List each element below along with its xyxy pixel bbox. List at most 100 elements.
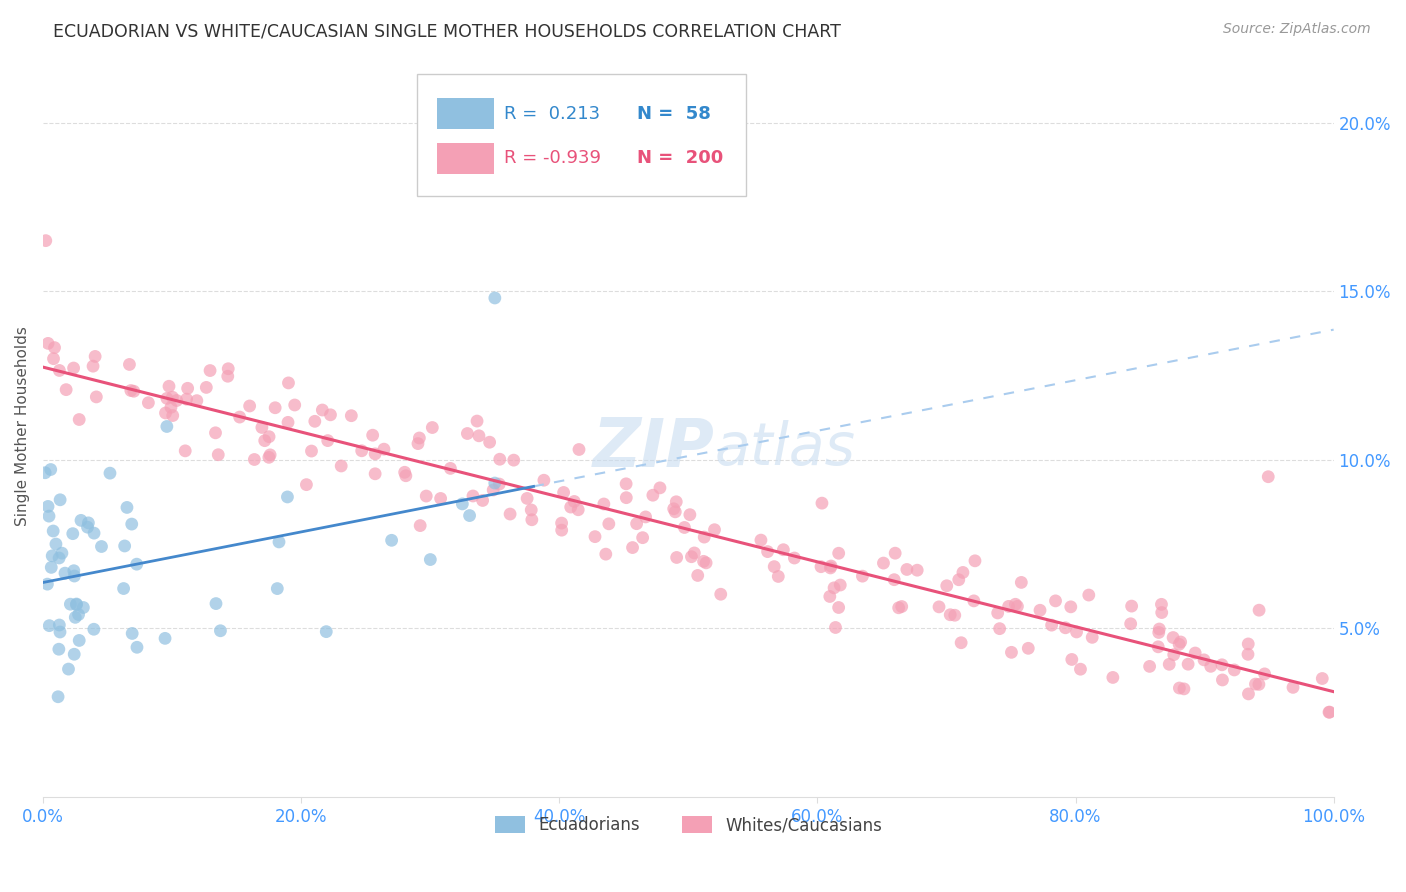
Point (176, 392, 198, 406)
Text: ECUADORIAN VS WHITE/CAUCASIAN SINGLE MOTHER HOUSEHOLDS CORRELATION CHART: ECUADORIAN VS WHITE/CAUCASIAN SINGLE MOT… (53, 22, 841, 40)
Point (567, 502, 589, 516)
Point (872, 556, 894, 570)
Point (83, 526, 105, 541)
Point (277, 416, 299, 430)
Point (409, 518, 432, 533)
Point (679, 508, 702, 522)
Point (82, 359, 104, 373)
Point (63, 569, 86, 583)
Point (471, 493, 494, 508)
Point (905, 563, 928, 577)
Point (51, 546, 73, 560)
Point (997, 599, 1019, 614)
Point (121, 626, 143, 640)
Point (315, 624, 337, 639)
Point (395, 468, 418, 483)
Point (330, 458, 353, 473)
Point (1119, 616, 1142, 631)
Point (884, 546, 907, 560)
Point (239, 399, 262, 413)
Point (626, 516, 648, 531)
Point (1199, 659, 1222, 673)
Point (207, 448, 229, 462)
Point (896, 562, 918, 576)
Point (458, 508, 481, 523)
Legend: Ecuadorians, Whites/Caucasians: Ecuadorians, Whites/Caucasians (488, 809, 889, 841)
Point (304, 414, 326, 428)
Point (1192, 653, 1215, 667)
Point (1010, 575, 1032, 590)
Point (420, 420, 443, 434)
Point (98, 466, 121, 480)
Point (1060, 652, 1083, 666)
Point (520, 513, 543, 527)
Point (37, 577, 59, 591)
Point (209, 624, 232, 638)
Point (45, 537, 67, 551)
Point (1029, 603, 1052, 617)
Point (316, 434, 339, 448)
Point (516, 491, 538, 506)
Point (488, 477, 510, 491)
Point (1317, 705, 1340, 719)
Point (1161, 631, 1184, 645)
Point (648, 481, 671, 495)
Point (1168, 681, 1191, 695)
Point (595, 547, 617, 561)
Point (1004, 597, 1026, 611)
Point (488, 452, 510, 467)
Point (1170, 635, 1192, 649)
Point (44, 341, 66, 355)
Point (768, 569, 790, 583)
Text: R =  0.213: R = 0.213 (503, 104, 600, 123)
Point (673, 520, 696, 534)
Point (67, 607, 90, 622)
Text: R = -0.939: R = -0.939 (503, 149, 600, 168)
Point (1237, 637, 1260, 651)
Point (1211, 657, 1233, 672)
Point (186, 393, 208, 408)
Point (484, 476, 506, 491)
Point (42, 524, 65, 538)
Point (350, 443, 373, 458)
Point (820, 561, 842, 575)
Point (77, 516, 100, 530)
Point (62, 526, 84, 541)
Point (683, 546, 706, 560)
Point (1102, 670, 1125, 684)
Point (76, 520, 98, 534)
Point (70, 513, 93, 527)
Point (772, 542, 794, 557)
Point (963, 554, 986, 568)
Point (217, 361, 239, 376)
Text: N =  200: N = 200 (637, 149, 723, 168)
Point (948, 573, 970, 587)
Point (749, 533, 772, 548)
Point (1147, 625, 1170, 640)
FancyBboxPatch shape (418, 74, 747, 196)
Point (665, 495, 688, 509)
Point (267, 535, 290, 549)
Point (84, 350, 107, 364)
Point (810, 559, 832, 574)
Point (1017, 641, 1039, 656)
Point (86, 390, 108, 404)
Point (138, 395, 160, 409)
Point (465, 414, 488, 428)
Point (851, 569, 873, 583)
Point (693, 530, 716, 544)
Point (939, 607, 962, 622)
Point (1237, 687, 1260, 701)
Point (820, 559, 842, 574)
Point (1069, 662, 1091, 676)
Point (90, 540, 112, 554)
Point (1054, 621, 1077, 635)
Point (114, 539, 136, 553)
Point (703, 523, 725, 537)
Point (166, 393, 188, 408)
Point (228, 410, 250, 425)
Point (1150, 606, 1173, 620)
Point (205, 597, 228, 611)
Point (763, 559, 786, 574)
Point (67, 633, 90, 648)
